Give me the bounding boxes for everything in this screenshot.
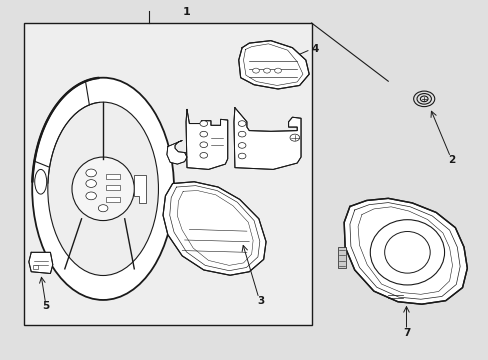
Text: 3: 3: [257, 296, 264, 306]
Ellipse shape: [384, 231, 429, 273]
Ellipse shape: [369, 220, 444, 285]
Polygon shape: [166, 140, 186, 164]
Polygon shape: [185, 109, 227, 170]
Text: 2: 2: [447, 155, 454, 165]
Text: 4: 4: [311, 44, 318, 54]
Circle shape: [238, 131, 245, 137]
Circle shape: [86, 180, 96, 188]
Polygon shape: [233, 108, 301, 170]
Circle shape: [200, 153, 207, 158]
Circle shape: [274, 68, 281, 73]
Bar: [24, 23, 311, 325]
Polygon shape: [29, 252, 53, 274]
Circle shape: [86, 169, 96, 177]
Bar: [105, 174, 120, 179]
Circle shape: [98, 205, 108, 212]
Circle shape: [289, 134, 299, 141]
Bar: [105, 197, 120, 202]
Circle shape: [238, 153, 245, 159]
Bar: [105, 185, 120, 189]
Circle shape: [200, 142, 207, 148]
Circle shape: [238, 121, 245, 126]
Circle shape: [86, 192, 96, 200]
Circle shape: [238, 143, 245, 148]
Ellipse shape: [35, 170, 47, 194]
Circle shape: [200, 131, 207, 137]
Polygon shape: [134, 175, 146, 203]
Bar: [33, 265, 39, 269]
Text: 7: 7: [402, 328, 409, 338]
Polygon shape: [344, 198, 467, 304]
Polygon shape: [337, 247, 346, 268]
Text: 1: 1: [183, 8, 190, 17]
Polygon shape: [163, 182, 265, 275]
Ellipse shape: [32, 78, 174, 300]
Ellipse shape: [48, 102, 158, 275]
Polygon shape: [238, 41, 308, 89]
Text: 6: 6: [219, 155, 226, 165]
Circle shape: [200, 121, 207, 126]
Ellipse shape: [72, 157, 134, 221]
Circle shape: [263, 68, 270, 73]
Text: 5: 5: [42, 301, 49, 311]
Circle shape: [252, 68, 259, 73]
